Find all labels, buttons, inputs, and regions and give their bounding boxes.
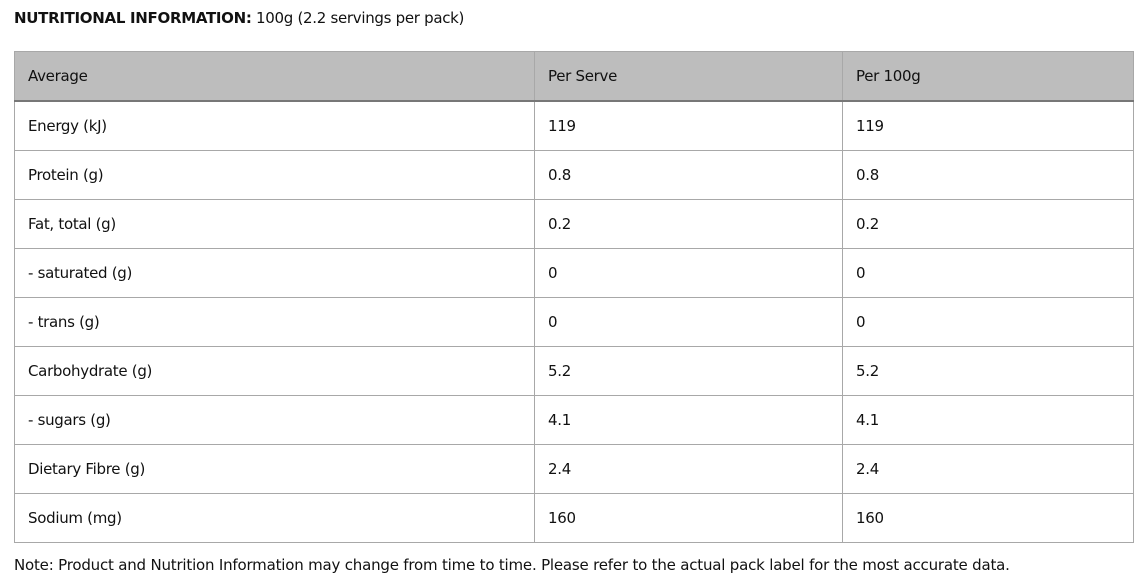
per-serve-value: 4.1 — [534, 395, 843, 445]
per-100g-value: 5.2 — [842, 346, 1134, 396]
per-100g-value: 119 — [842, 100, 1134, 151]
nutrient-name: - sugars (g) — [14, 395, 535, 445]
nutrient-name: Carbohydrate (g) — [14, 346, 535, 396]
title-value: 100g (2.2 servings per pack) — [256, 9, 465, 27]
per-serve-value: 2.4 — [534, 444, 843, 494]
header-per-serve: Per Serve — [534, 51, 843, 102]
header-per-100g: Per 100g — [842, 51, 1134, 102]
table-row: Sodium (mg) 160 160 — [14, 493, 1134, 543]
table-row: - trans (g) 0 0 — [14, 297, 1134, 347]
per-100g-value: 2.4 — [842, 444, 1134, 494]
nutrient-name: - saturated (g) — [14, 248, 535, 298]
per-100g-value: 0.2 — [842, 199, 1134, 249]
nutrition-title: NUTRITIONAL INFORMATION: 100g (2.2 servi… — [14, 9, 464, 27]
disclaimer-note: Note: Product and Nutrition Information … — [14, 556, 1010, 574]
table-row: Protein (g) 0.8 0.8 — [14, 150, 1134, 200]
per-serve-value: 0 — [534, 297, 843, 347]
header-average: Average — [14, 51, 535, 102]
nutrient-name: - trans (g) — [14, 297, 535, 347]
nutrient-name: Protein (g) — [14, 150, 535, 200]
table-row: Energy (kJ) 119 119 — [14, 100, 1134, 151]
per-100g-value: 0 — [842, 297, 1134, 347]
per-serve-value: 0.8 — [534, 150, 843, 200]
table-header-row: Average Per Serve Per 100g — [14, 51, 1134, 102]
table-row: Fat, total (g) 0.2 0.2 — [14, 199, 1134, 249]
nutrient-name: Energy (kJ) — [14, 100, 535, 151]
per-100g-value: 0 — [842, 248, 1134, 298]
nutrition-table: Average Per Serve Per 100g Energy (kJ) 11… — [14, 51, 1134, 543]
per-100g-value: 0.8 — [842, 150, 1134, 200]
per-serve-value: 5.2 — [534, 346, 843, 396]
per-serve-value: 0 — [534, 248, 843, 298]
nutrient-name: Sodium (mg) — [14, 493, 535, 543]
table-row: - sugars (g) 4.1 4.1 — [14, 395, 1134, 445]
per-serve-value: 119 — [534, 100, 843, 151]
nutrient-name: Dietary Fibre (g) — [14, 444, 535, 494]
nutrient-name: Fat, total (g) — [14, 199, 535, 249]
per-serve-value: 160 — [534, 493, 843, 543]
per-100g-value: 4.1 — [842, 395, 1134, 445]
per-serve-value: 0.2 — [534, 199, 843, 249]
title-label: NUTRITIONAL INFORMATION: — [14, 9, 252, 27]
table-row: - saturated (g) 0 0 — [14, 248, 1134, 298]
per-100g-value: 160 — [842, 493, 1134, 543]
table-row: Carbohydrate (g) 5.2 5.2 — [14, 346, 1134, 396]
table-row: Dietary Fibre (g) 2.4 2.4 — [14, 444, 1134, 494]
